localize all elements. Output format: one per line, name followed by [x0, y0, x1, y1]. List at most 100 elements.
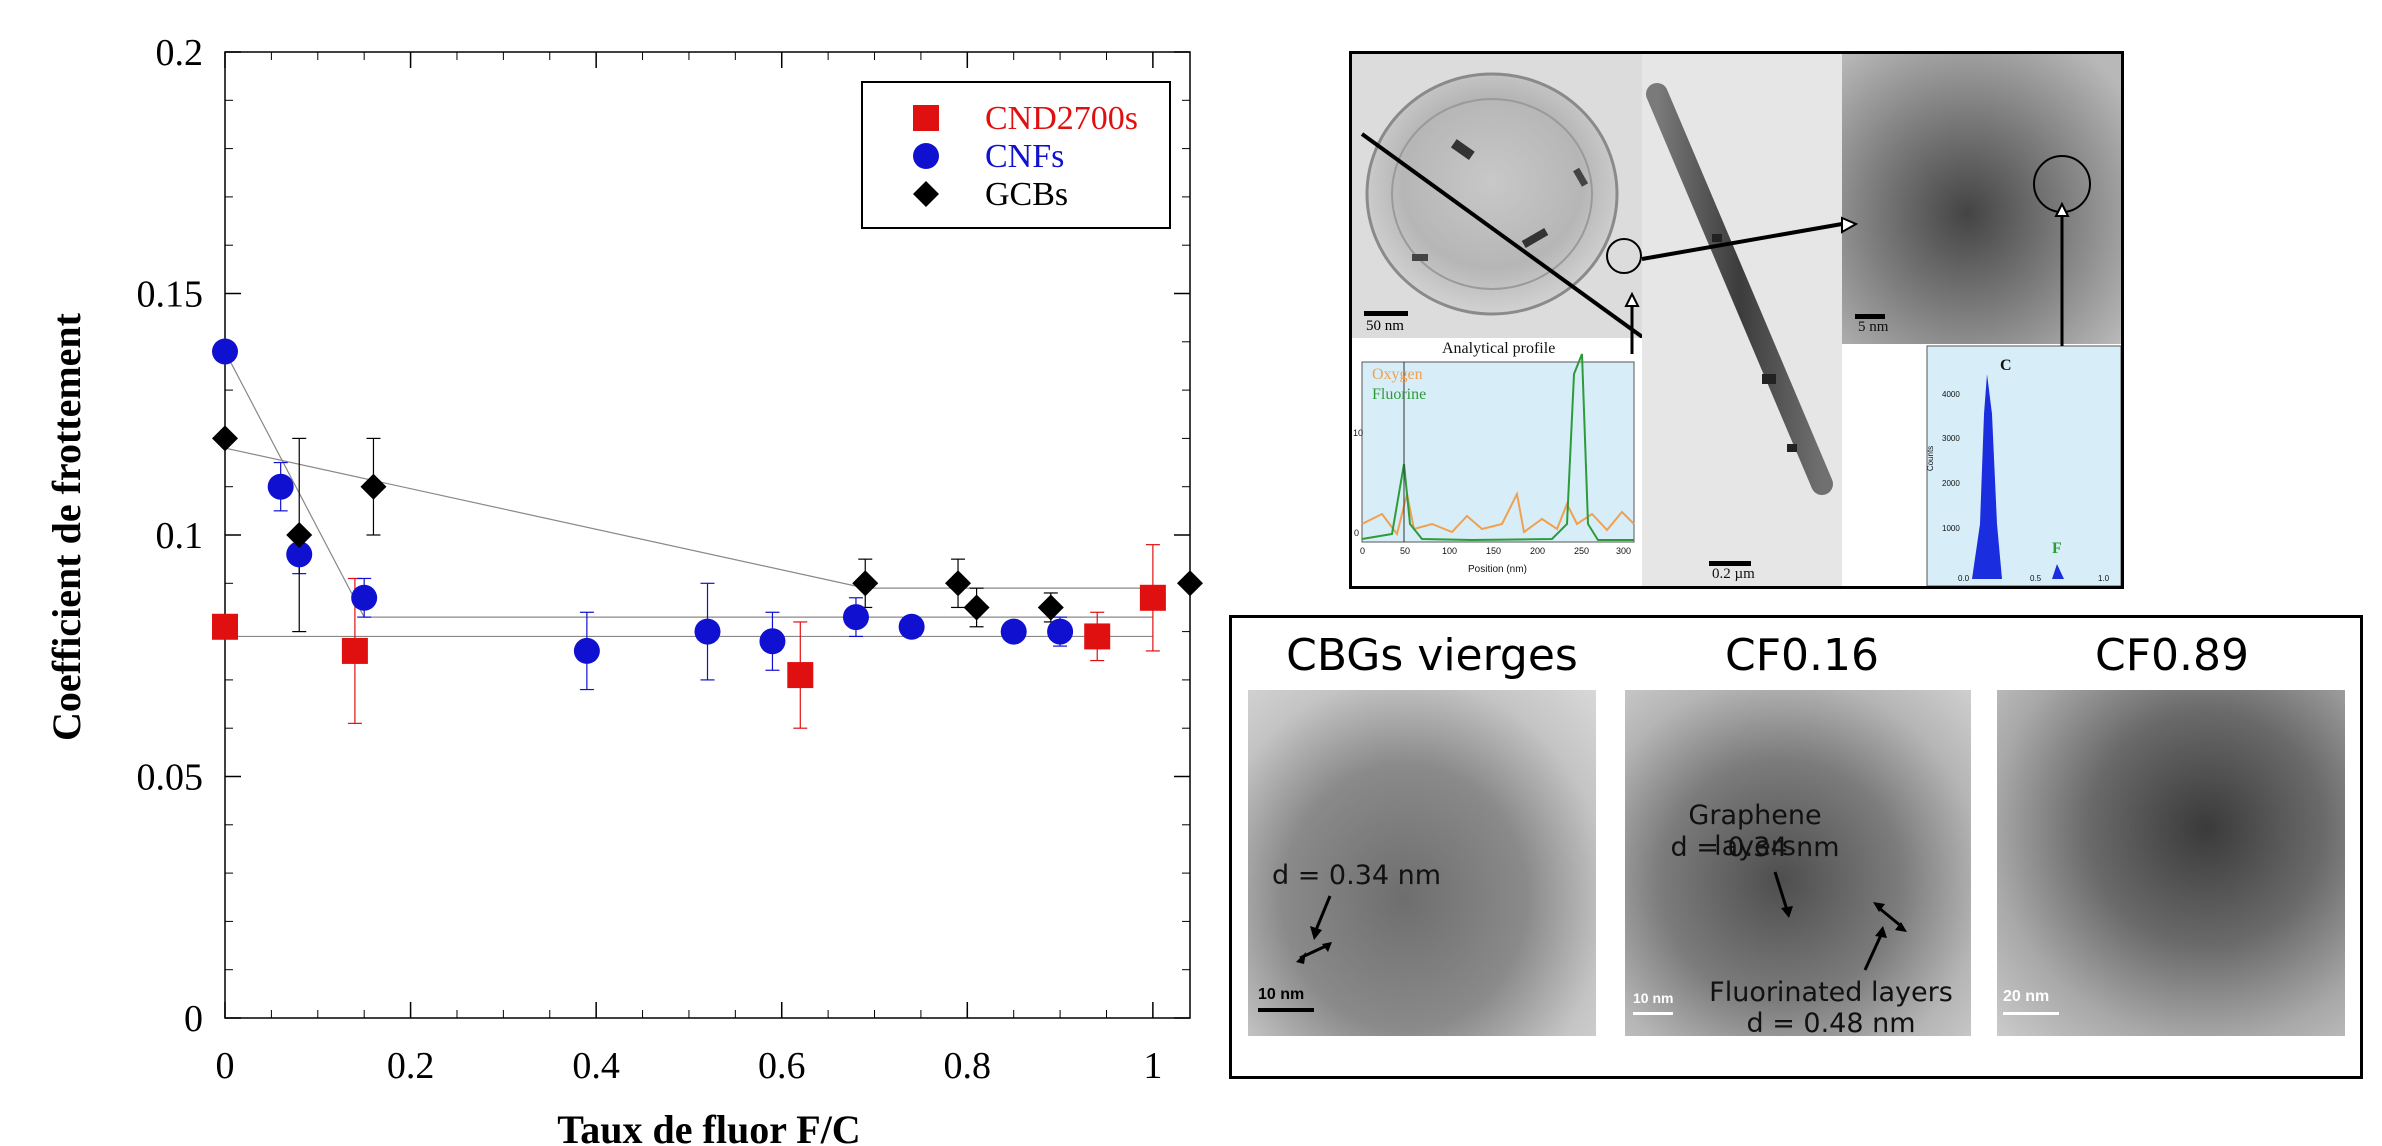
eds-xtick-1: 1.0 — [2098, 574, 2110, 583]
legend-marker-gcbs — [913, 181, 939, 207]
marker-gcbs — [945, 570, 972, 597]
tem-composite-graphics — [1352, 54, 2121, 586]
tile-title-cf089: CF0.89 — [2095, 630, 2249, 681]
marker-gcbs — [852, 570, 879, 597]
scale-bar-cf089 — [2003, 1012, 2059, 1015]
legend-marker-cnfs — [913, 143, 939, 169]
caption-fluorinated-d: d = 0.48 nm — [1746, 1008, 1916, 1036]
scale-bar-virgin — [1258, 1008, 1314, 1012]
error-bars — [273, 437, 1160, 729]
marker-cnd2700s — [212, 613, 238, 640]
marker-cnfs — [694, 618, 721, 645]
eds-ylabel: Counts — [1926, 445, 1936, 472]
profile-xtick-200: 200 — [1530, 546, 1546, 556]
marker-cnfs — [1047, 618, 1074, 645]
tem-image-cf016: 10 nm Graphene layers d = 0.34 nm Fluori… — [1625, 690, 1971, 1036]
caption-fluorinated: Fluorinated layers — [1709, 977, 1953, 1008]
marker-cnfs — [286, 541, 313, 568]
marker-gcbs — [212, 425, 238, 452]
marker-cnd2700s — [1139, 584, 1166, 611]
axis-ticks: 0 0.05 0.1 0.15 0.2 0 0.2 0.4 0.6 0.8 1 — [137, 32, 1190, 1087]
eds-spectrum — [1926, 345, 2121, 586]
legend-label-cnd2700s: CND2700s — [985, 100, 1138, 137]
profile-ytick-0: 0 — [1354, 528, 1360, 538]
profile-legend-oxygen: Oxygen — [1372, 366, 1423, 383]
eds-ytick-1000: 1000 — [1942, 524, 1960, 533]
eds-c-label: C — [2000, 357, 2012, 374]
eds-xtick-05: 0.5 — [2030, 574, 2042, 583]
marker-gcbs — [1177, 570, 1203, 597]
x-tick-label: 0 — [216, 1045, 235, 1087]
marker-gcbs — [286, 522, 313, 548]
scale-label-cf016: 10 nm — [1633, 990, 1674, 1006]
x-tick-label: 0.2 — [387, 1045, 435, 1087]
x-tick-label: 0.8 — [944, 1045, 992, 1087]
eds-ytick-4000: 4000 — [1942, 390, 1960, 399]
zoom-arrow — [1641, 222, 1843, 261]
tile-title-virgin: CBGs vierges — [1286, 630, 1578, 681]
profile-xtick-100: 100 — [1442, 546, 1458, 556]
trend-line-gcbs — [224, 447, 1153, 589]
marker-cnfs — [1000, 618, 1027, 645]
caption-virgin-d: d = 0.34 nm — [1272, 860, 1442, 891]
legend-label-gcbs: GCBs — [985, 176, 1068, 213]
profile-title: Analytical profile — [1442, 340, 1556, 357]
eds-xtick-0: 0.0 — [1958, 574, 1970, 583]
eds-peaks — [1962, 374, 2112, 579]
profile-xtick-250: 250 — [1574, 546, 1590, 556]
tem-composite-bottom: CBGs vierges CF0.16 CF0.89 10 nm d = 0.3… — [1229, 615, 2363, 1079]
y-tick-label: 0 — [184, 998, 203, 1040]
marker-cnd2700s — [787, 662, 814, 689]
scale-02um-label: 0.2 µm — [1712, 566, 1755, 582]
caption-graphene-d: d = 0.34 nm — [1670, 832, 1840, 863]
profile-xtick-0: 0 — [1360, 546, 1366, 556]
y-tick-label: 0.15 — [137, 274, 204, 316]
x-axis-label: Taux de fluor F/C — [557, 1107, 860, 1146]
marker-cnfs — [842, 604, 869, 631]
eds-ytick-2000: 2000 — [1942, 479, 1960, 488]
tem-image-virgin: 10 nm d = 0.34 nm — [1248, 690, 1596, 1036]
marker-cnfs — [351, 584, 378, 611]
eds-ytick-3000: 3000 — [1942, 434, 1960, 443]
marker-cnfs — [759, 628, 786, 655]
profile-xtick-50: 50 — [1400, 546, 1411, 556]
marker-gcbs — [1037, 594, 1064, 621]
profile-legend-fluorine: Fluorine — [1372, 386, 1427, 403]
profile-line — [1360, 132, 1654, 346]
y-axis-label: Coefficient de frottement — [44, 312, 89, 741]
marker-cnd2700s — [341, 637, 368, 664]
marker-cnfs — [267, 473, 294, 500]
profile-xtick-150: 150 — [1486, 546, 1502, 556]
legend-label-cnfs: CNFs — [985, 138, 1064, 175]
marker-cnfs — [898, 613, 925, 640]
scale-label-virgin: 10 nm — [1258, 986, 1305, 1003]
scale-bar-cf016 — [1633, 1012, 1673, 1015]
scale-bar-02um — [1709, 561, 1751, 566]
scale-bar-50nm — [1364, 311, 1408, 316]
profile-xlabel: Position (nm) — [1468, 564, 1527, 575]
tem-composite-top: 50 nm Analytical profile Oxygen Fluorine… — [1349, 51, 2124, 589]
scale-50nm-label: 50 nm — [1366, 318, 1404, 334]
virgin-arrows — [1296, 895, 1332, 964]
tem-image-cf089: 20 nm — [1997, 690, 2345, 1036]
scale-bar-5nm — [1855, 314, 1885, 319]
data-markers — [212, 338, 1203, 689]
hrtem-image — [1842, 54, 2121, 344]
profile-xtick-300: 300 — [1616, 546, 1632, 556]
scale-label-cf089: 20 nm — [2003, 988, 2050, 1005]
analytical-profile-plot — [1361, 361, 1635, 543]
y-tick-label: 0.05 — [137, 757, 204, 799]
marker-cnfs — [212, 338, 238, 365]
tile-title-cf016: CF0.16 — [1725, 630, 1879, 681]
profile-ytick-10: 10 — [1353, 428, 1364, 438]
y-tick-label: 0.2 — [156, 32, 204, 74]
y-tick-label: 0.1 — [156, 515, 204, 557]
eds-f-label: F — [2052, 540, 2062, 557]
marker-gcbs — [360, 473, 387, 500]
x-tick-label: 0.6 — [758, 1045, 806, 1087]
marker-cnfs — [573, 637, 600, 664]
marker-gcbs — [963, 594, 990, 621]
caption-graphene: Graphene layers — [1688, 800, 1822, 863]
scale-5nm-label: 5 nm — [1858, 319, 1889, 335]
